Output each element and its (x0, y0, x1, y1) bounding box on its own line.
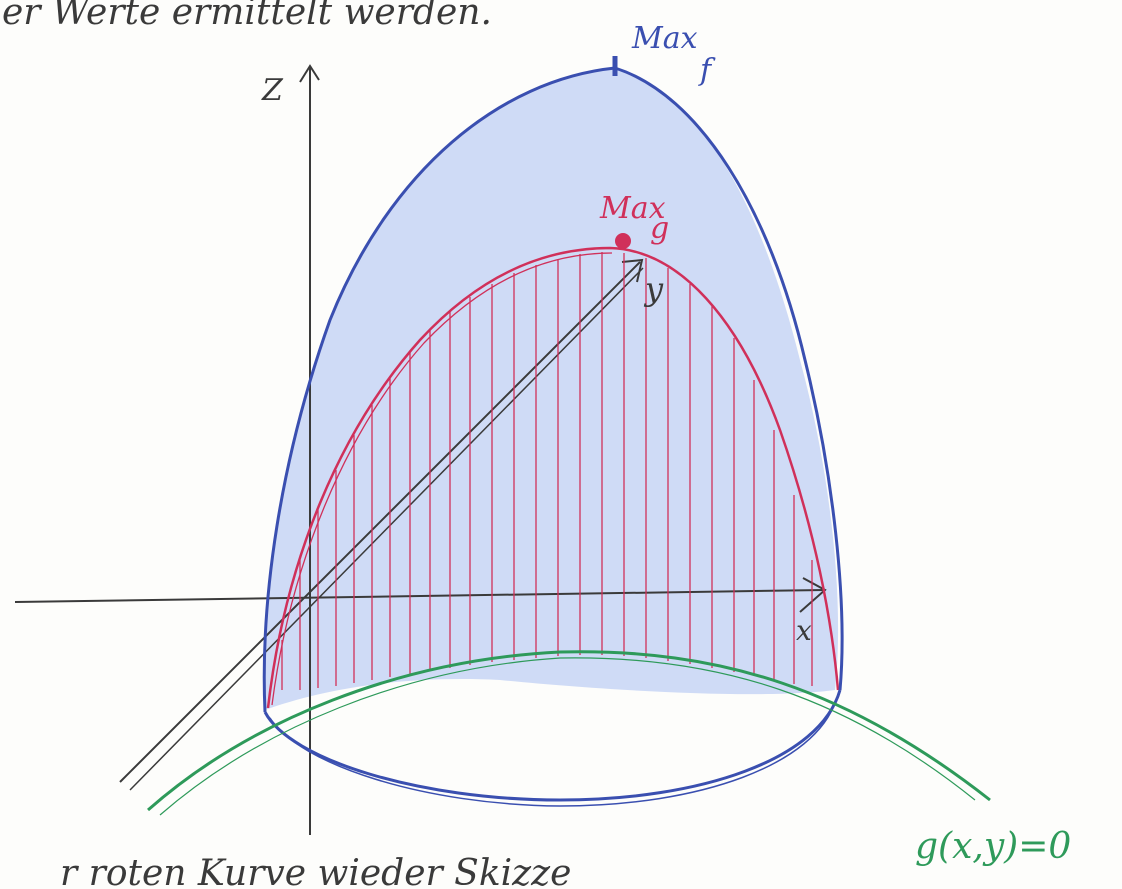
y-axis-label: y (643, 270, 664, 308)
max-f-label: Max (631, 21, 698, 56)
z-axis-label: Z (261, 73, 284, 108)
constraint-curve-2 (159, 657, 976, 816)
max-f-sub: f (698, 53, 716, 88)
z-axis-arrow (299, 64, 320, 83)
y-axis-line (119, 261, 641, 783)
constraint-label: g(x,y)=0 (915, 826, 1071, 867)
constraint-curve (147, 650, 991, 812)
surface-f-outline (262, 66, 844, 713)
red-hatching (281, 252, 813, 690)
bottom-text: r roten Kurve wieder Skizze (60, 853, 571, 889)
max-g-marker (615, 233, 631, 249)
red-curve (266, 246, 840, 709)
surface-f-base-2 (269, 699, 837, 807)
surface-f-fill (264, 68, 839, 710)
x-axis-label: x (796, 614, 812, 647)
max-g-sub: g (650, 211, 669, 246)
surface-f-base (263, 689, 842, 802)
max-g-label: Max (599, 191, 666, 226)
top-text: er Werte ermittelt werden. (2, 0, 492, 33)
red-curve-2 (271, 252, 613, 706)
y-axis-arrow (621, 258, 644, 283)
